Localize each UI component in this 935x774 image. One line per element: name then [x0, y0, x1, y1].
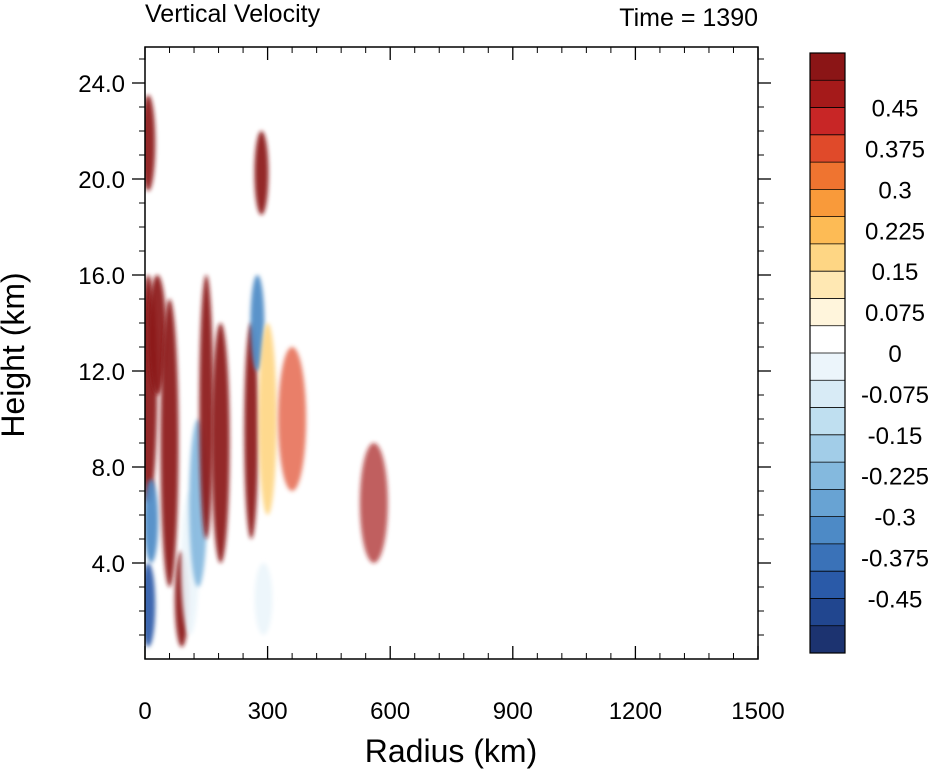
velocity-field	[145, 95, 388, 647]
y-tick-label: 24.0	[78, 71, 125, 98]
colorbar-bin	[810, 134, 845, 163]
y-tick-label: 16.0	[78, 263, 125, 290]
y-axis-label: Height (km)	[0, 272, 31, 437]
x-tick-label: 600	[370, 698, 410, 725]
plot-area	[145, 47, 758, 659]
colorbar-bin	[810, 434, 845, 463]
colorbar-label: -0.075	[861, 382, 929, 409]
velocity-feature-4	[145, 479, 159, 563]
colorbar-bin	[810, 80, 845, 108]
x-tick-label: 1500	[731, 698, 784, 725]
colorbar-label: 0.225	[865, 218, 925, 245]
y-tick-label: 20.0	[78, 167, 125, 194]
velocity-feature-16	[258, 323, 277, 515]
y-tick-label: 12.0	[78, 359, 125, 386]
x-tick-label: 1200	[609, 698, 662, 725]
velocity-feature-15	[254, 563, 273, 635]
x-tick-label: 900	[493, 698, 533, 725]
velocity-feature-6	[160, 299, 179, 587]
colorbar-bin	[810, 462, 845, 490]
colorbar-bin	[810, 325, 845, 353]
colorbar-label: 0.375	[865, 136, 925, 163]
colorbar-bin	[810, 598, 845, 626]
velocity-feature-3	[145, 95, 156, 191]
colorbar-bin	[810, 543, 845, 572]
colorbar-bin	[810, 107, 845, 135]
axis-ticks: 0 300 600 900 1200 1500 4.0 8.0 12.0 16.0 20.0 24.0	[78, 47, 785, 725]
colorbar-bin	[810, 489, 845, 517]
colorbar-frame	[809, 52, 846, 654]
y-tick-label: 8.0	[92, 455, 125, 482]
velocity-feature-10	[199, 275, 214, 539]
colorbar-label: 0.3	[878, 177, 911, 204]
colorbar-bin	[810, 380, 845, 408]
colorbar-bin	[810, 189, 845, 217]
velocity-feature-13	[250, 275, 265, 371]
colorbar-bin	[810, 298, 845, 326]
y-tick-label: 4.0	[92, 551, 125, 578]
velocity-feature-18	[359, 443, 388, 563]
chart-subtitle: Time = 1390	[619, 4, 758, 32]
colorbar-bin	[810, 216, 845, 244]
colorbar-label: -0.45	[868, 586, 923, 613]
colorbar-label: 0.075	[865, 300, 925, 327]
colorbar-bin	[810, 353, 845, 381]
velocity-feature-11	[211, 323, 230, 563]
colorbar-bin	[810, 243, 845, 272]
plot-frame	[144, 46, 759, 660]
colorbar-bin	[810, 516, 845, 544]
velocity-feature-1	[145, 563, 156, 647]
colorbar-bin	[810, 625, 845, 653]
colorbar-bin	[810, 162, 845, 190]
colorbar-bin	[810, 271, 845, 299]
colorbar: 0.45 0.375 0.3 0.225 0.15 0.075 0 -0.075 -0.15 -0…	[809, 52, 929, 654]
colorbar-label: -0.225	[861, 464, 929, 491]
x-tick-label: 300	[248, 698, 288, 725]
colorbar-label: 0	[888, 341, 901, 368]
colorbar-bin	[810, 53, 845, 81]
x-tick-label: 0	[138, 698, 151, 725]
colorbar-label: 0.15	[872, 259, 919, 286]
colorbar-label: 0.45	[872, 96, 919, 123]
velocity-feature-12	[244, 323, 259, 539]
colorbar-bin	[810, 571, 845, 599]
x-axis-label: Radius (km)	[365, 733, 537, 769]
colorbar-label: -0.3	[874, 505, 915, 532]
colorbar-bin	[810, 407, 845, 435]
colorbar-label: -0.375	[861, 546, 929, 573]
colorbar-label: -0.15	[868, 423, 923, 450]
velocity-feature-14	[254, 131, 269, 215]
chart-title: Vertical Velocity	[145, 0, 321, 28]
velocity-feature-5	[148, 275, 167, 395]
velocity-feature-17	[278, 347, 307, 491]
